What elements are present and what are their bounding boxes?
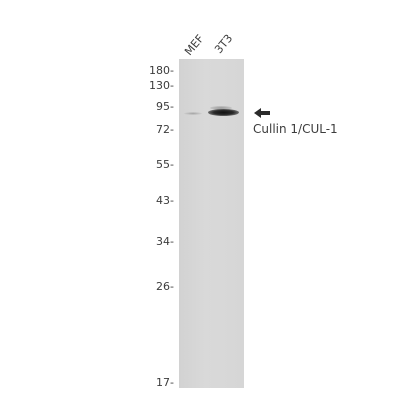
- band-mef: [184, 112, 202, 115]
- left-arrow-icon: [254, 108, 270, 118]
- mw-marker-26: 26-: [156, 280, 174, 293]
- mw-marker-43: 43-: [156, 194, 174, 207]
- mw-marker-55: 55-: [156, 158, 174, 171]
- band-3t3-halo: [210, 106, 232, 110]
- mw-marker-130: 130-: [149, 79, 174, 92]
- band-3t3: [208, 109, 239, 116]
- mw-marker-95: 95-: [156, 100, 174, 113]
- mw-marker-72: 72-: [156, 123, 174, 136]
- lane-label-3t3: 3T3: [212, 31, 236, 56]
- lane-label-mef: MEF: [182, 32, 207, 58]
- mw-marker-34: 34-: [156, 235, 174, 248]
- target-protein-label: Cullin 1/CUL-1: [253, 122, 338, 136]
- mw-marker-17: 17-: [156, 376, 174, 389]
- mw-marker-180: 180-: [149, 64, 174, 77]
